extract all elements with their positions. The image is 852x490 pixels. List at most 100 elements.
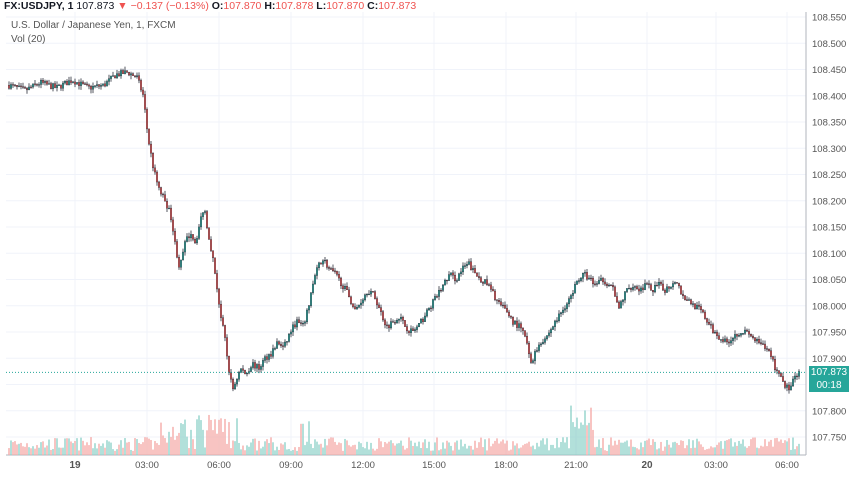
candle-body xyxy=(524,330,526,337)
volume-bar xyxy=(332,437,334,455)
volume-bar xyxy=(164,438,166,455)
volume-bar xyxy=(16,444,18,455)
plot-area[interactable] xyxy=(6,12,806,455)
candle-body xyxy=(422,318,424,322)
symbol-label[interactable]: FX:USDJPY, 1 xyxy=(4,0,74,12)
volume-bar xyxy=(166,442,168,455)
candle-body xyxy=(60,84,62,89)
volume-bar xyxy=(656,449,658,455)
candle-body xyxy=(304,321,306,324)
volume-bar xyxy=(610,437,612,455)
candle-body xyxy=(180,259,182,268)
volume-bar xyxy=(492,443,494,455)
volume-bar xyxy=(420,447,422,455)
candle-body xyxy=(566,303,568,309)
volume-bar xyxy=(770,439,772,455)
candle-body xyxy=(106,81,108,87)
y-tick-label: 108.400 xyxy=(812,91,846,102)
candle-body xyxy=(778,370,780,374)
volume-bar xyxy=(508,450,510,455)
volume-bar xyxy=(58,447,60,455)
volume-bar xyxy=(64,438,66,455)
candle-body xyxy=(488,284,490,286)
candle-body xyxy=(256,364,258,369)
candle-body xyxy=(112,75,114,77)
candle-body xyxy=(712,324,714,334)
candle-body xyxy=(280,343,282,346)
volume-bar xyxy=(158,444,160,455)
candle-body xyxy=(500,301,502,306)
volume-bar xyxy=(322,447,324,455)
volume-bar xyxy=(496,438,498,455)
volume-bar xyxy=(680,440,682,455)
open-value: 107.870 xyxy=(223,0,262,12)
volume-bar xyxy=(474,440,476,455)
candle-body xyxy=(572,293,574,296)
candle-body xyxy=(194,239,196,244)
x-tick-label: 06:00 xyxy=(207,460,231,471)
candle-body xyxy=(514,320,516,325)
candle-body xyxy=(460,271,462,275)
volume-bar xyxy=(712,447,714,455)
volume-indicator-label[interactable]: Vol (20) xyxy=(11,34,46,45)
candle-body xyxy=(200,216,202,228)
candle-body xyxy=(338,274,340,279)
candle-body xyxy=(92,86,94,90)
volume-bar xyxy=(396,443,398,455)
volume-bar xyxy=(70,441,72,455)
candle-body xyxy=(670,286,672,289)
candle-body xyxy=(704,311,706,319)
volume-bar xyxy=(758,448,760,455)
volume-bar xyxy=(682,440,684,455)
volume-bar xyxy=(634,447,636,455)
candle-body xyxy=(258,364,260,370)
candle-body xyxy=(364,294,366,301)
candle-body xyxy=(176,241,178,258)
y-tick-label: 107.800 xyxy=(812,406,846,417)
candle-body xyxy=(594,283,596,285)
x-tick-label: 19 xyxy=(69,460,81,471)
candle-body xyxy=(798,371,800,377)
volume-bar xyxy=(560,442,562,455)
candle-body xyxy=(272,348,274,357)
volume-bar xyxy=(42,441,44,455)
volume-bar xyxy=(792,437,794,455)
volume-bar xyxy=(90,437,92,455)
volume-bar xyxy=(616,444,618,455)
candle-body xyxy=(154,167,156,173)
candle-body xyxy=(600,278,602,281)
volume-bar xyxy=(108,441,110,455)
volume-bar xyxy=(188,448,190,455)
volume-bar xyxy=(478,442,480,455)
candle-body xyxy=(536,350,538,352)
volume-bar xyxy=(392,443,394,455)
volume-bar xyxy=(12,442,14,455)
candle-body xyxy=(504,304,506,309)
volume-bar xyxy=(464,443,466,455)
volume-bar xyxy=(284,442,286,455)
volume-bar xyxy=(388,441,390,455)
candle-body xyxy=(346,286,348,291)
volume-bar xyxy=(414,442,416,455)
volume-bar xyxy=(612,445,614,455)
volume-bar xyxy=(502,439,504,455)
candle-body xyxy=(630,288,632,290)
bar-countdown: 00:18 xyxy=(809,379,849,393)
volume-bar xyxy=(356,449,358,455)
candle-body xyxy=(728,341,730,344)
volume-bar xyxy=(776,437,778,455)
volume-bar xyxy=(296,450,298,455)
volume-bar xyxy=(458,449,460,455)
candle-body xyxy=(694,303,696,310)
volume-bar xyxy=(202,429,204,455)
volume-bar xyxy=(144,437,146,455)
volume-bar xyxy=(38,447,40,455)
candle-body xyxy=(558,313,560,322)
volume-bar xyxy=(82,440,84,455)
candle-body xyxy=(672,283,674,288)
volume-bar xyxy=(578,428,580,455)
volume-bar xyxy=(618,439,620,455)
candle-body xyxy=(734,334,736,339)
volume-bar xyxy=(788,438,790,455)
